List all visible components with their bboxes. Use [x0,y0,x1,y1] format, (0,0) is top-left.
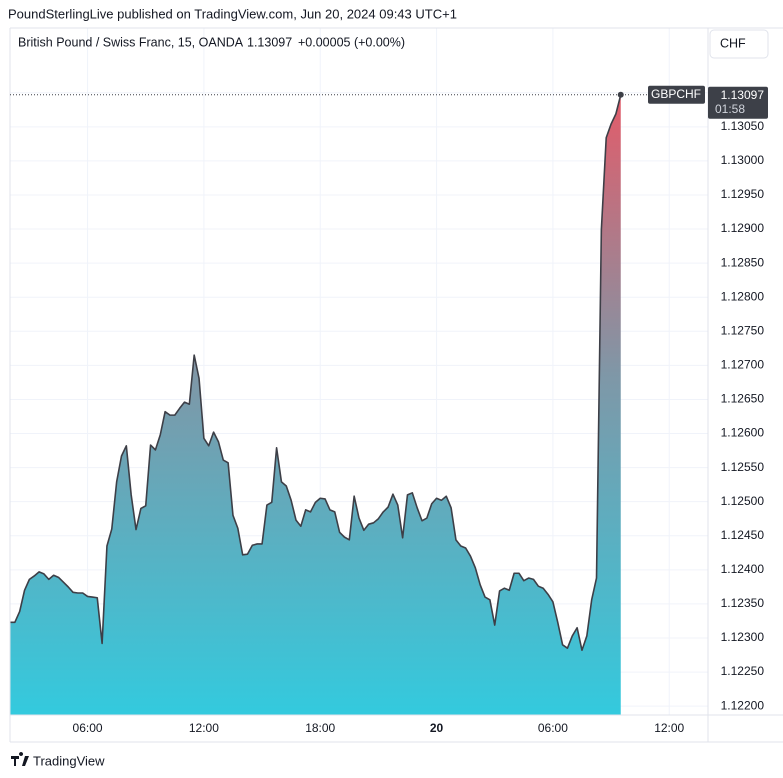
currency-button[interactable] [709,29,769,59]
plot [10,94,622,716]
x-tick-label: 20 [430,721,444,735]
currency-label[interactable]: CHF [720,36,746,50]
footer-brand: TradingView [33,753,105,768]
y-tick-label: 1.12350 [721,596,765,610]
symbol-label-bg [648,85,705,104]
x-tick-label: 06:00 [73,721,103,735]
y-tick-label: 1.13050 [721,119,765,133]
header-text: PoundSterlingLive published on TradingVi… [8,6,457,21]
x-tick-label: 06:00 [538,721,568,735]
y-tick-label: 1.13000 [721,153,765,167]
y-tick-label: 1.12750 [721,323,765,337]
area-fill [10,94,621,716]
x-tick-label: 12:00 [189,721,219,735]
logo-icon [11,752,29,766]
axes: 1.12200 1.12250 1.12300 1.12350 1.12400 1.124… [73,85,765,735]
price-label-bg [708,86,768,119]
legend-price: 1.13097 [247,35,292,49]
y-tick-label: 1.12600 [721,426,765,440]
symbol-label: GBPCHF [651,87,701,101]
y-tick-label: 1.12800 [721,289,765,303]
price-label: 1.13097 [721,88,765,102]
y-tick-label: 1.12950 [721,187,765,201]
countdown-label: 01:58 [715,102,745,116]
y-tick-label: 1.12850 [721,255,765,269]
footer-logo: TradingView [11,752,105,768]
price-line [10,94,622,652]
y-tick-label: 1.12450 [721,528,765,542]
legend-title: British Pound / Swiss Franc, 15, OANDA [18,35,244,49]
y-tick-label: 1.12500 [721,494,765,508]
y-tick-label: 1.12200 [721,698,765,712]
y-tick-label: 1.12900 [721,221,765,235]
legend-change: +0.00005 (+0.00%) [298,35,405,49]
y-tick-label: 1.12700 [721,358,765,372]
y-tick-label: 1.12550 [721,460,765,474]
x-tick-label: 18:00 [305,721,335,735]
last-point [617,91,624,98]
y-tick-label: 1.12300 [721,630,765,644]
y-tick-label: 1.12250 [721,664,765,678]
y-tick-label: 1.12650 [721,392,765,406]
y-tick-label: 1.12400 [721,562,765,576]
x-tick-label: 12:00 [654,721,684,735]
